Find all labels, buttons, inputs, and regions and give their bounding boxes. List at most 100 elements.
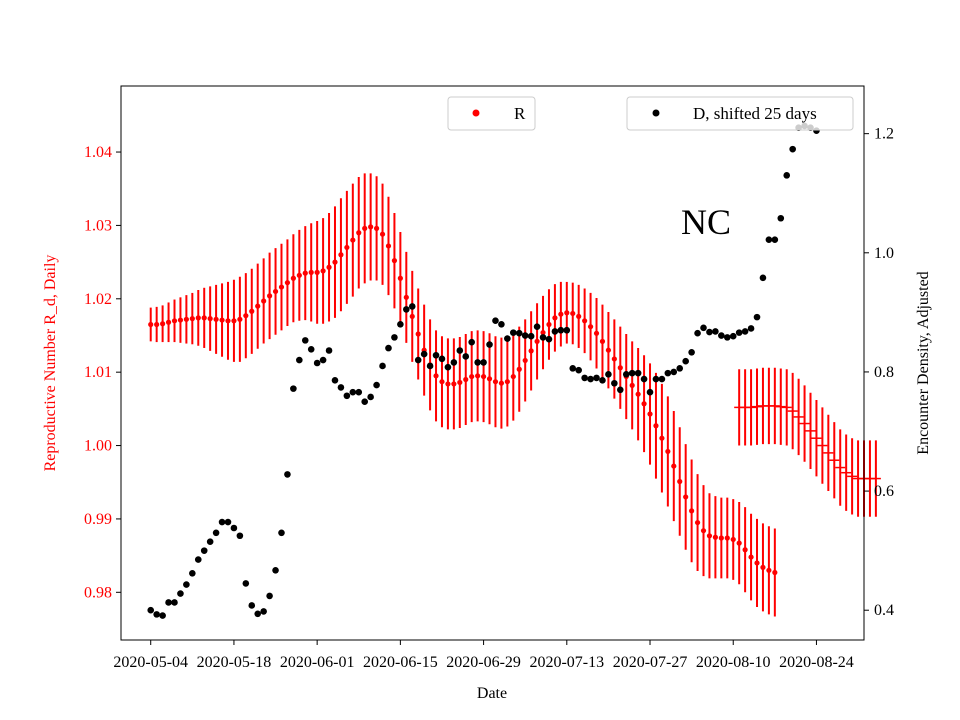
d-point	[771, 236, 779, 243]
r-point	[724, 535, 730, 541]
r-point	[338, 252, 344, 258]
d-point	[694, 329, 701, 337]
r-point	[582, 318, 588, 324]
d-point	[634, 369, 642, 377]
x-axis-label: Date	[477, 685, 507, 702]
d-point	[153, 611, 160, 618]
x-tick-label: 2020-05-04	[113, 654, 188, 671]
d-point	[200, 547, 208, 554]
d-point	[723, 334, 731, 341]
d-point	[397, 320, 404, 328]
d-series-points	[147, 122, 820, 619]
r-point	[255, 303, 261, 309]
r-point	[475, 373, 481, 379]
r-point	[207, 316, 213, 322]
d-point	[539, 334, 547, 341]
r-point	[486, 376, 493, 382]
d-point	[676, 365, 684, 372]
left-y-tick-label: 1.02	[84, 291, 112, 308]
d-point	[777, 214, 785, 222]
r-point	[356, 230, 362, 236]
r-point	[332, 259, 338, 265]
d-point	[557, 326, 565, 334]
d-point	[718, 332, 725, 339]
d-point	[248, 602, 256, 609]
d-point	[212, 529, 220, 537]
d-point	[266, 592, 273, 600]
r-point	[457, 379, 463, 386]
d-point	[599, 376, 606, 384]
right-y-axis-ticks: 0.4 0.6 0.8 1.0 1.2	[864, 126, 894, 619]
r-point	[492, 379, 499, 385]
d-point	[628, 369, 636, 377]
r-point	[261, 298, 267, 304]
r-point	[183, 316, 189, 322]
d-point	[616, 386, 624, 394]
d-point	[545, 335, 553, 343]
r-point	[700, 528, 707, 534]
r-point	[504, 379, 510, 385]
d-point	[408, 303, 416, 310]
r-point	[516, 366, 522, 372]
r-point	[540, 329, 546, 336]
r-point	[403, 294, 409, 300]
r-point	[576, 313, 582, 320]
d-point	[456, 347, 464, 354]
d-point	[789, 145, 796, 153]
d-point	[753, 313, 761, 321]
r-point	[296, 272, 302, 278]
d-point	[183, 581, 190, 588]
r-point	[368, 224, 374, 230]
d-point	[486, 341, 493, 348]
r-point	[302, 270, 308, 276]
right-y-axis-label: Encounter Density, Adjusted	[915, 271, 932, 454]
d-point	[385, 344, 392, 352]
r-point	[629, 382, 635, 388]
r-point	[249, 308, 255, 314]
r-point	[599, 338, 606, 344]
r-point	[391, 258, 398, 264]
r-point	[445, 381, 451, 387]
r-point	[433, 373, 439, 379]
r-point	[694, 519, 701, 526]
left-y-tick-label: 1.00	[84, 438, 112, 455]
legend-d-label: D, shifted 25 days	[693, 104, 817, 123]
plot-frame	[120, 85, 865, 641]
d-point	[242, 580, 250, 587]
d-point	[765, 236, 773, 243]
r-point	[409, 313, 415, 320]
d-point	[147, 606, 155, 614]
right-y-tick-label: 1.0	[874, 245, 894, 262]
d-point	[206, 538, 214, 546]
d-point	[706, 328, 713, 336]
r-point	[498, 380, 505, 386]
r-point	[373, 225, 380, 231]
r-point	[267, 293, 273, 299]
d-point	[498, 320, 505, 328]
r-point	[362, 225, 368, 231]
d-point	[658, 375, 666, 383]
r-point	[689, 508, 695, 514]
left-y-tick-label: 1.03	[84, 217, 112, 234]
d-point	[741, 328, 749, 335]
state-annotation: NC	[681, 202, 731, 242]
d-point	[426, 362, 434, 370]
right-y-tick-label: 0.8	[874, 364, 894, 381]
d-point	[349, 388, 357, 396]
x-tick-label: 2020-07-27	[613, 654, 688, 671]
d-point	[171, 599, 178, 606]
right-y-tick-label: 0.6	[874, 483, 894, 500]
r-point	[314, 269, 320, 275]
d-point	[480, 359, 487, 366]
left-y-tick-label: 0.99	[84, 511, 112, 528]
d-point	[682, 357, 689, 365]
x-tick-label: 2020-06-01	[280, 654, 355, 671]
r-point	[439, 379, 445, 385]
r-point	[320, 268, 326, 274]
legend-r: R	[447, 96, 536, 131]
d-point	[403, 306, 410, 313]
d-point	[688, 348, 695, 356]
d-point	[438, 355, 446, 363]
r-point	[754, 560, 760, 566]
